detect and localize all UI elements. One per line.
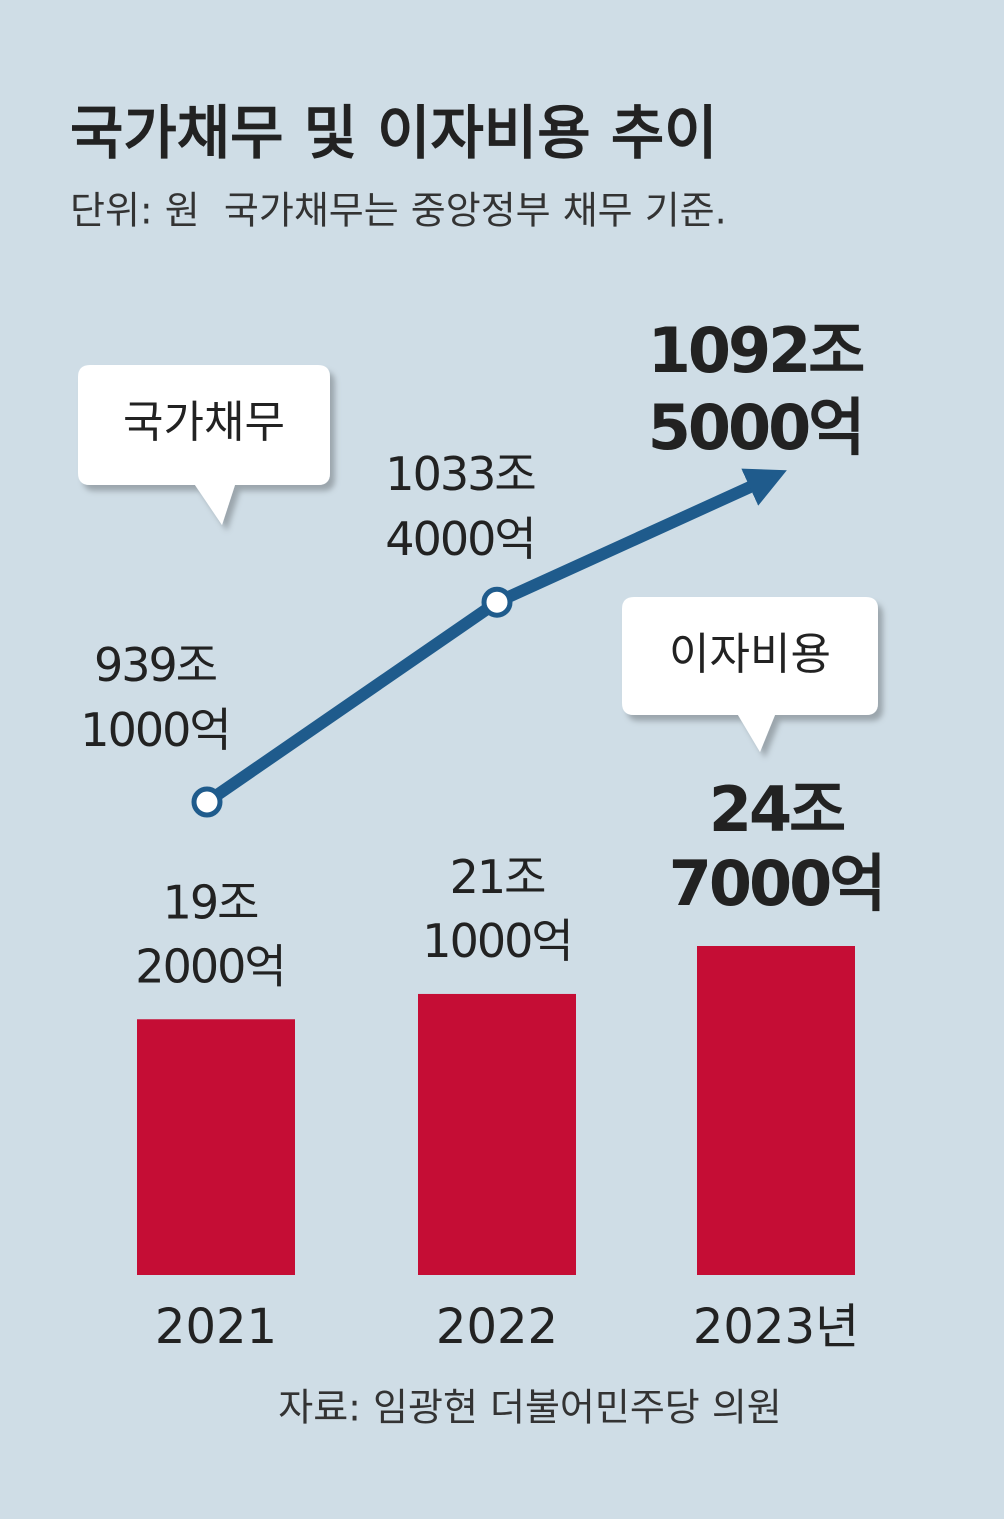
chart-subtitle: 단위: 원 국가채무는 중앙정부 채무 기준. bbox=[70, 189, 727, 233]
legend-entry: 이자비용 bbox=[669, 629, 831, 680]
data-label: 24조 7000억 bbox=[669, 773, 884, 920]
data-label-line: 7000억 bbox=[669, 847, 884, 920]
source: 자료: 임광현 더불어민주당 의원 bbox=[278, 1386, 782, 1430]
bar bbox=[418, 993, 576, 1275]
x-tick-label: 2021 bbox=[155, 1299, 277, 1355]
x-tick-label: 2023년 bbox=[693, 1299, 859, 1355]
data-label-line: 939조 bbox=[94, 638, 217, 692]
bar bbox=[697, 946, 855, 1275]
data-label-line: 1092조 bbox=[648, 314, 864, 387]
callout-interest bbox=[622, 597, 878, 752]
bar bbox=[137, 1019, 295, 1275]
data-label-line: 21조 bbox=[450, 849, 546, 903]
legend-entry: 국가채무 bbox=[123, 397, 285, 448]
chart-title: 국가채무 및 이자비용 추이 bbox=[70, 99, 718, 167]
data-label: 19조 2000억 bbox=[135, 875, 284, 993]
data-label: 1092조 5000억 bbox=[648, 314, 864, 464]
data-label-line: 5000억 bbox=[648, 391, 863, 464]
data-label-line: 4000억 bbox=[385, 512, 534, 566]
data-label: 939조 1000억 bbox=[80, 638, 229, 757]
data-label-line: 2000억 bbox=[135, 939, 284, 993]
line-point bbox=[191, 786, 223, 818]
line-point bbox=[481, 586, 513, 618]
data-label-line: 1000억 bbox=[80, 703, 229, 757]
data-label-line: 1033조 bbox=[385, 447, 535, 501]
line-point bbox=[771, 476, 773, 478]
data-label-line: 19조 bbox=[163, 875, 259, 929]
data-label: 1033조 4000억 bbox=[385, 447, 535, 566]
data-label-line: 24조 bbox=[709, 773, 844, 846]
callout-debt bbox=[78, 365, 330, 525]
data-label-line: 1000억 bbox=[422, 913, 571, 967]
x-tick-label: 2022 bbox=[436, 1299, 558, 1355]
data-label: 21조 1000억 bbox=[422, 849, 571, 967]
